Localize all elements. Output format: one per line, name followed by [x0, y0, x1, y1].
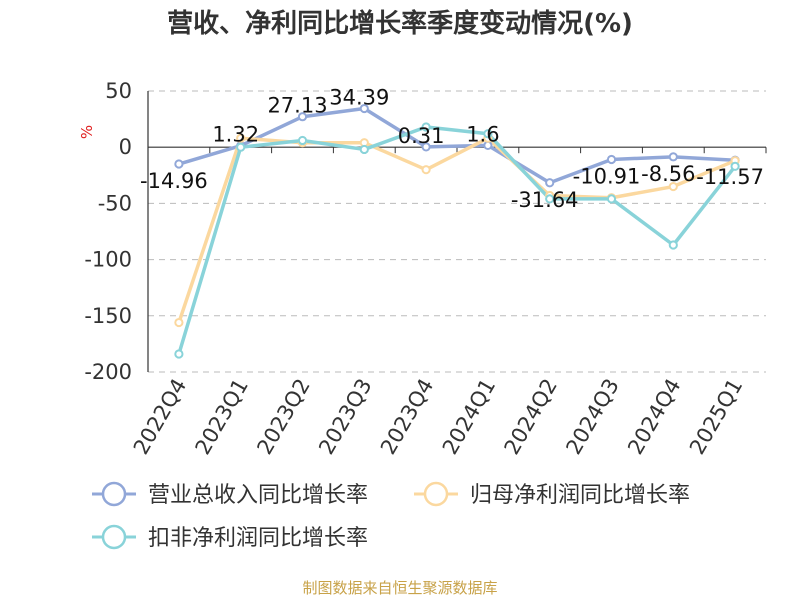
legend-marker	[423, 481, 449, 507]
y-tick-label: 50	[105, 79, 132, 103]
series-3-point	[545, 194, 555, 204]
series-1-point	[359, 103, 369, 114]
series-line-1	[178, 106, 736, 185]
data-label: -31.64	[511, 188, 579, 212]
x-tick-label: 2024Q4	[623, 375, 685, 459]
data-label: -11.57	[696, 165, 764, 189]
data-label: 0.31	[398, 124, 445, 148]
series-3-point	[174, 349, 184, 359]
series-1-point	[174, 159, 184, 169]
data-label: -8.56	[641, 162, 695, 186]
legend-item[interactable]: 扣非净利润同比增长率	[92, 524, 368, 551]
series-2-point	[174, 317, 184, 328]
legend-item[interactable]: 归母净利润同比增长率	[414, 481, 690, 508]
series-1-point	[297, 112, 308, 122]
series-3-point	[730, 161, 740, 171]
series-3-point	[668, 240, 678, 250]
y-tick-label: -150	[84, 304, 132, 328]
legend-label: 归母净利润同比增长率	[470, 483, 690, 508]
x-tick-label: 2024Q3	[561, 375, 623, 459]
series-2-point	[421, 165, 431, 175]
series-1-point	[668, 152, 678, 162]
x-tick-label: 2023Q3	[314, 375, 376, 459]
legend-item[interactable]: 营业总收入同比增长率	[92, 481, 368, 508]
data-label: 34.39	[329, 86, 389, 110]
legend-marker	[101, 481, 127, 507]
series-line-2	[177, 136, 736, 324]
series-3-point	[421, 122, 431, 132]
legend-marker	[101, 524, 127, 550]
y-tick-label: -200	[84, 360, 132, 384]
series-1-point	[421, 142, 431, 152]
x-tick-label: 2025Q1	[685, 375, 747, 459]
data-label: 27.13	[267, 94, 327, 118]
series-line-3	[177, 125, 737, 355]
series-3-point	[297, 135, 308, 146]
data-label: -10.91	[573, 164, 641, 188]
y-axis-unit: %	[78, 125, 96, 139]
series-1-point	[545, 178, 555, 188]
source-note: 制图数据来自恒生聚源数据库	[302, 579, 497, 597]
x-tick-label: 2024Q2	[500, 375, 562, 459]
x-axis: 2022Q4 2023Q1 2023Q2 2023Q3 2023Q4 2024Q1 2024…	[129, 147, 767, 459]
series-3-point	[236, 142, 246, 152]
data-label: 1.6	[466, 122, 499, 146]
x-tick-label: 2024Q1	[438, 375, 500, 459]
x-tick-label: 2023Q4	[376, 374, 438, 458]
series-2-point	[236, 133, 246, 143]
series-3-point	[606, 194, 617, 204]
legend-label: 扣非净利润同比增长率	[148, 526, 368, 551]
data-label: -14.96	[140, 169, 208, 193]
y-tick-label: -50	[98, 191, 132, 215]
y-tick-label: -100	[84, 248, 132, 272]
y-axis: 50 0 -50 -100 -150 -200	[84, 79, 149, 384]
series-3-point	[359, 144, 369, 155]
x-tick-label: 2023Q1	[191, 375, 253, 459]
series-2-point	[668, 181, 678, 192]
y-tick-label: 0	[119, 135, 132, 159]
series-3-point	[483, 129, 493, 139]
x-tick-label: 2022Q4	[129, 375, 191, 459]
series-1-point	[606, 154, 617, 165]
data-label: 1.32	[212, 123, 259, 147]
legend-label: 营业总收入同比增长率	[148, 483, 368, 508]
chart-title: 营收、净利同比增长率季度变动情况(%)	[167, 8, 633, 39]
series-group	[174, 103, 740, 359]
x-tick-label: 2023Q2	[252, 375, 314, 459]
